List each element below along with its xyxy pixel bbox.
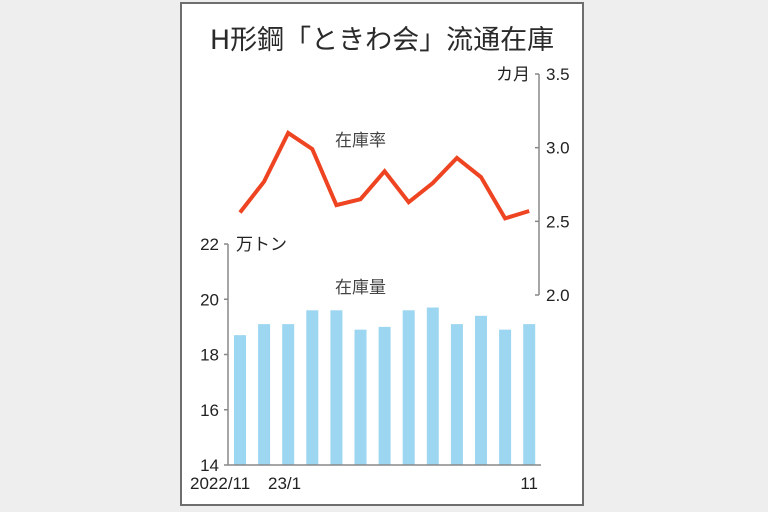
line-path: [238, 129, 530, 221]
chart-title: H形鋼「ときわ会」流通在庫: [209, 25, 555, 56]
line-series-label: 在庫率: [335, 131, 386, 151]
line-series: [238, 129, 530, 221]
right-tick-label: 3.5: [546, 65, 570, 84]
bar: [282, 324, 295, 465]
bar: [499, 329, 512, 465]
right-axis-unit: カ月: [496, 65, 530, 85]
bar-series-label: 在庫量: [335, 278, 386, 298]
bar: [234, 335, 246, 465]
left-tick-label: 18: [200, 346, 219, 365]
bar: [330, 310, 343, 465]
left-axis-unit: 万トン: [236, 235, 287, 255]
x-tick-label: 11: [520, 474, 538, 493]
bar: [354, 329, 367, 465]
bar: [306, 310, 319, 465]
bar: [258, 324, 271, 465]
bar: [402, 310, 415, 465]
bar: [523, 324, 536, 465]
bar: [378, 326, 391, 465]
right-tick-label: 2.5: [546, 212, 570, 231]
bar: [475, 315, 487, 465]
bar: [450, 324, 463, 465]
left-tick-label: 16: [200, 401, 219, 420]
left-tick-label: 20: [200, 290, 219, 309]
right-axis: 2.0 2.5 3.0 3.5 カ月: [496, 65, 570, 305]
left-axis: 14 16 18 20 22 万トン: [200, 235, 541, 475]
x-tick-label: 23/1: [268, 474, 301, 493]
right-tick-label: 2.0: [546, 286, 570, 305]
right-tick-label: 3.0: [546, 139, 570, 158]
bar-series: [234, 307, 536, 465]
bar: [426, 307, 439, 465]
left-tick-label: 22: [200, 235, 219, 254]
x-axis: 2022/11 23/1 11: [190, 474, 538, 493]
x-tick-label: 2022/11: [190, 474, 250, 493]
left-tick-label: 14: [200, 456, 219, 475]
